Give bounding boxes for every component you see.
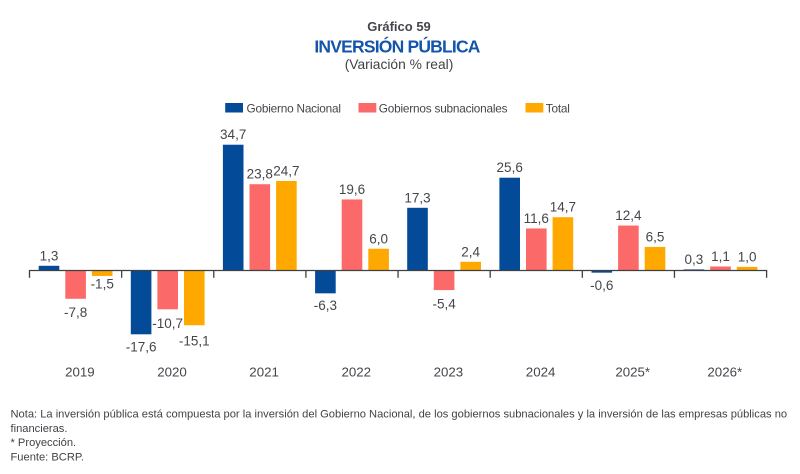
svg-text:11,6: 11,6 — [524, 211, 549, 226]
svg-text:34,7: 34,7 — [220, 127, 246, 142]
svg-text:25,6: 25,6 — [497, 160, 523, 175]
svg-text:2022: 2022 — [342, 364, 372, 379]
svg-text:12,4: 12,4 — [615, 208, 642, 223]
svg-text:Gobiernos subnacionales: Gobiernos subnacionales — [379, 102, 508, 116]
svg-text:Nota: La inversión pública est: Nota: La inversión pública está compuest… — [11, 408, 788, 420]
svg-text:2026*: 2026* — [707, 364, 742, 379]
svg-text:Total: Total — [546, 102, 570, 116]
svg-text:(Variación % real): (Variación % real) — [345, 57, 454, 72]
svg-text:17,3: 17,3 — [404, 190, 430, 205]
svg-text:6,0: 6,0 — [369, 231, 388, 246]
svg-text:2,4: 2,4 — [461, 244, 480, 259]
svg-text:19,6: 19,6 — [339, 182, 365, 197]
svg-text:-6,3: -6,3 — [314, 298, 337, 313]
svg-text:24,7: 24,7 — [273, 163, 299, 178]
svg-text:* Proyección.: * Proyección. — [11, 437, 77, 449]
svg-text:INVERSIÓN PÚBLICA: INVERSIÓN PÚBLICA — [314, 35, 480, 56]
svg-text:2021: 2021 — [249, 364, 279, 379]
svg-text:1,0: 1,0 — [738, 249, 757, 264]
svg-text:2025*: 2025* — [615, 364, 650, 379]
svg-text:2019: 2019 — [65, 364, 95, 379]
svg-text:2023: 2023 — [434, 364, 464, 379]
svg-text:-7,8: -7,8 — [64, 305, 87, 320]
svg-text:1,1: 1,1 — [711, 249, 730, 264]
svg-text:1,3: 1,3 — [40, 248, 59, 263]
svg-text:0,3: 0,3 — [685, 252, 704, 267]
svg-text:-5,4: -5,4 — [432, 296, 456, 311]
svg-text:-15,1: -15,1 — [179, 333, 210, 348]
svg-text:-1,5: -1,5 — [91, 276, 114, 291]
svg-text:-0,6: -0,6 — [590, 278, 613, 293]
svg-text:14,7: 14,7 — [550, 200, 576, 215]
svg-text:-17,6: -17,6 — [126, 340, 157, 355]
svg-text:Fuente: BCRP.: Fuente: BCRP. — [11, 451, 85, 463]
svg-text:financieras.: financieras. — [11, 423, 68, 435]
svg-text:6,5: 6,5 — [646, 229, 665, 244]
svg-text:2024: 2024 — [526, 364, 556, 379]
svg-text:2020: 2020 — [157, 364, 187, 379]
svg-text:Gobierno Nacional: Gobierno Nacional — [247, 102, 341, 116]
svg-text:-10,7: -10,7 — [152, 316, 183, 331]
svg-text:Gráfico 59: Gráfico 59 — [367, 19, 431, 34]
svg-text:23,8: 23,8 — [247, 167, 273, 182]
